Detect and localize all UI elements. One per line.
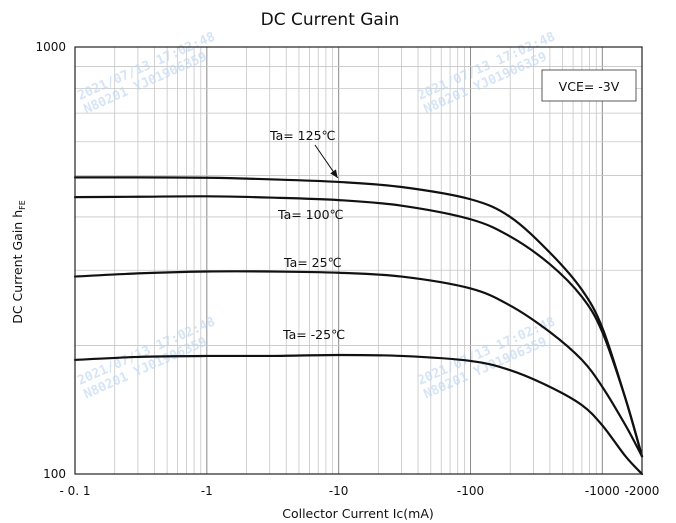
y-axis-label-main: DC Current Gain h	[10, 210, 25, 324]
x-tick-label: -2000	[625, 484, 660, 498]
x-tick-label: - 0. 1	[59, 484, 90, 498]
series-label: Ta= -25℃	[282, 327, 345, 342]
y-axis-label-sub: FE	[18, 200, 27, 210]
x-axis-label: Collector Current Ic(mA)	[282, 506, 434, 521]
y-tick-label: 100	[43, 467, 66, 481]
x-tick-label: -1000	[585, 484, 620, 498]
series-line	[73, 195, 644, 458]
series-line	[73, 270, 644, 458]
x-tick-label: -100	[457, 484, 484, 498]
y-axis-label: DC Current Gain hFE	[10, 200, 27, 324]
series-label: Ta= 100℃	[277, 207, 344, 222]
series-label: Ta= 125℃	[269, 128, 336, 143]
series-label: Ta= 25℃	[283, 255, 342, 270]
label-layer: Ta= 125℃ Ta= 100℃ Ta= 25℃ Ta= -25℃	[269, 128, 345, 342]
condition-box: VCE= -3V	[541, 69, 637, 102]
series-line	[73, 353, 644, 476]
grid-layer	[75, 47, 642, 474]
x-tick-label: -1	[201, 484, 213, 498]
chart-title: DC Current Gain	[261, 10, 400, 30]
condition-box-frame	[541, 69, 637, 102]
annotation-arrow-head	[330, 169, 338, 178]
tick-layer: - 0. 1 -1 -10 -100 -1000 -2000 100 1000	[35, 40, 659, 498]
x-tick-label: -10	[329, 484, 349, 498]
y-axis-label-group: DC Current Gain hFE	[10, 200, 27, 324]
plot-frame	[74, 46, 643, 475]
series-layer	[73, 176, 644, 476]
y-tick-label: 1000	[35, 40, 66, 54]
series-line	[73, 176, 644, 458]
condition-box-label: VCE= -3V	[559, 79, 620, 94]
